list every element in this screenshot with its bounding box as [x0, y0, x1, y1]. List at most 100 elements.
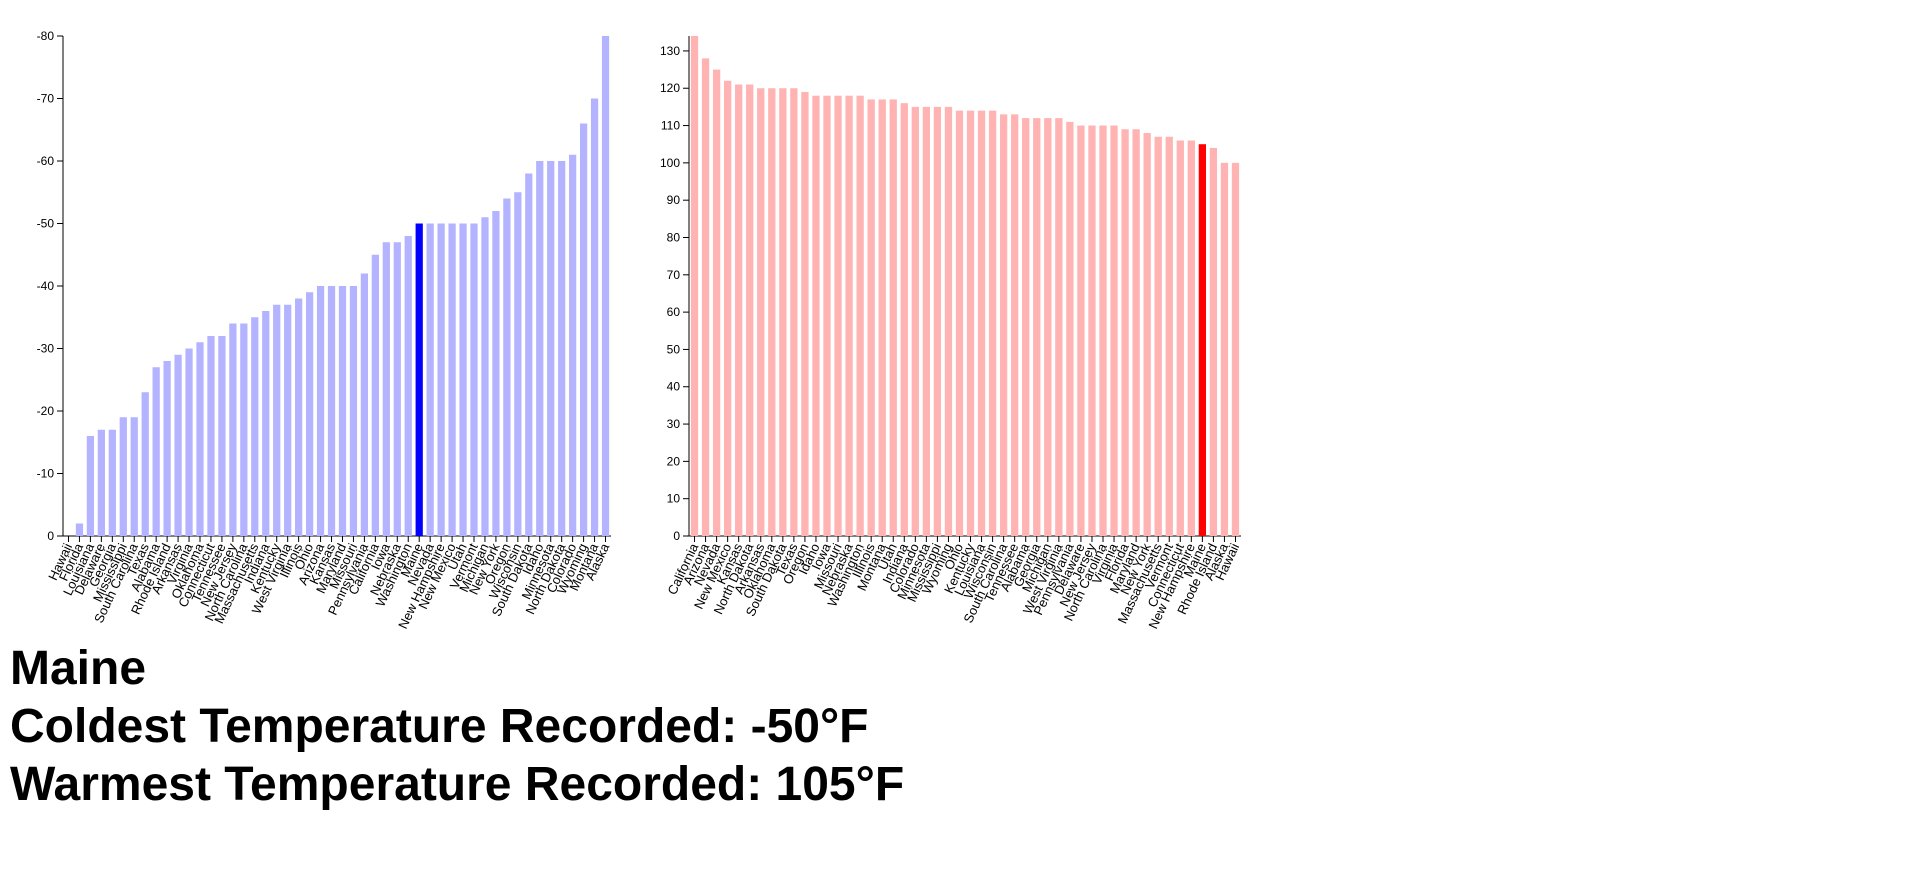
y-tick-label: 130 [660, 44, 680, 58]
y-tick-label: 120 [660, 81, 680, 95]
bar [1132, 129, 1140, 536]
bar [207, 336, 215, 536]
bar [481, 217, 489, 536]
warmest-text: Warmest Temperature Recorded: 105°F [10, 758, 905, 811]
y-tick-label: 60 [667, 305, 681, 319]
y-tick-label: 70 [667, 268, 681, 282]
bar [492, 211, 500, 536]
bar [1088, 125, 1096, 536]
bar [1066, 121, 1074, 536]
bar [273, 304, 281, 536]
bar [856, 95, 864, 536]
bar [1011, 114, 1019, 536]
y-tick-label: 20 [667, 454, 681, 468]
bar [1209, 147, 1218, 536]
bar [1044, 118, 1052, 536]
y-tick-label: 0 [47, 529, 54, 543]
bar [437, 223, 445, 536]
y-tick-label: -60 [37, 154, 55, 168]
bar [305, 292, 314, 536]
bar [152, 367, 160, 536]
bar [823, 95, 831, 536]
bar [1165, 136, 1173, 536]
bar [690, 36, 699, 536]
bar [1143, 133, 1151, 536]
bar [1176, 140, 1184, 536]
y-tick-label: 100 [660, 156, 680, 170]
y-tick-label: 110 [661, 119, 680, 133]
bar [514, 192, 522, 536]
state-name: Maine [10, 642, 147, 695]
bar [889, 99, 897, 536]
bar [141, 392, 149, 536]
bar [229, 323, 237, 536]
bar [590, 98, 599, 536]
bar [922, 106, 931, 536]
bar [382, 242, 390, 536]
bar [1110, 125, 1118, 536]
y-tick-label: -40 [37, 279, 55, 293]
y-tick-label: 90 [667, 193, 681, 207]
bar [1154, 136, 1162, 536]
bar [426, 223, 434, 536]
bar [316, 286, 325, 536]
bar [130, 417, 138, 536]
bar [174, 354, 182, 536]
bar [1077, 125, 1085, 536]
y-tick-label: 30 [667, 417, 681, 431]
bar [240, 323, 248, 536]
bar [218, 336, 226, 536]
bar [801, 91, 809, 536]
bar [757, 88, 765, 536]
y-tick-label: -20 [37, 404, 55, 418]
bars [690, 36, 1240, 536]
bar [525, 173, 533, 536]
y-tick-label: 0 [673, 529, 680, 543]
charts: 0-10-20-30-40-50-60-70-80HawaiiFloridaLo… [37, 29, 1243, 630]
bar [404, 236, 412, 536]
bar [108, 429, 116, 536]
bar [415, 223, 423, 536]
bars [75, 36, 610, 536]
bar [1022, 118, 1030, 536]
bar [1231, 162, 1240, 536]
y-tick-label: 80 [667, 230, 681, 244]
bar [1055, 118, 1063, 536]
bar [768, 88, 776, 536]
bar [867, 99, 875, 536]
bar [790, 88, 798, 536]
bar [569, 154, 577, 536]
bar [349, 286, 358, 536]
bar [338, 286, 347, 536]
bar [955, 110, 964, 536]
info-panel: Maine Coldest Temperature Recorded: -50°… [10, 640, 904, 814]
bar [900, 103, 908, 536]
bar [845, 95, 853, 536]
bar [933, 106, 942, 536]
bar [196, 342, 204, 536]
bar [536, 161, 544, 536]
y-tick-label: 10 [667, 492, 681, 506]
bar [86, 436, 95, 536]
bar [988, 110, 997, 536]
bar [723, 80, 732, 536]
bar [75, 523, 84, 536]
y-tick-label: -50 [37, 217, 55, 231]
bar [779, 88, 787, 536]
bar [327, 286, 336, 536]
chart: 0102030405060708090100110120130Californi… [660, 36, 1242, 630]
bar [1099, 125, 1107, 536]
bar [579, 123, 588, 536]
bar [295, 298, 303, 536]
bar [470, 223, 478, 536]
bar [911, 106, 919, 536]
bar [834, 95, 842, 536]
bar [448, 223, 456, 536]
bar [999, 114, 1008, 536]
bar [878, 99, 886, 536]
bar [262, 311, 270, 536]
y-tick-label: 50 [667, 342, 681, 356]
bar [185, 348, 193, 536]
bar [1187, 140, 1195, 536]
bar [966, 110, 975, 536]
